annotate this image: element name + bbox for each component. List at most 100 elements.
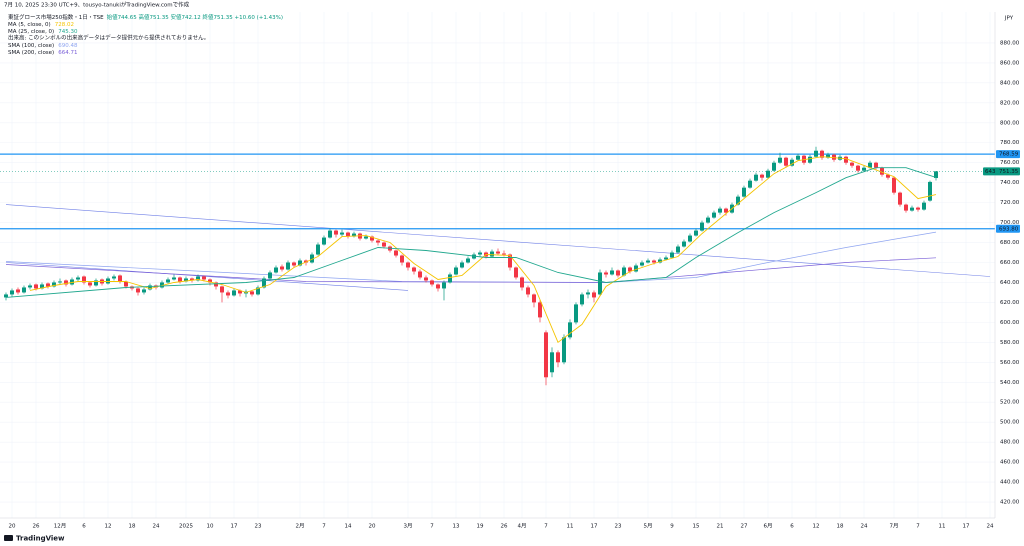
price-axis: [995, 0, 1024, 546]
ma-line: [5, 167, 937, 298]
candle-body: [208, 279, 212, 283]
legend-value: 690.48: [58, 43, 78, 49]
candle-body: [766, 170, 770, 178]
candle-body: [490, 251, 494, 257]
candle-body: [526, 287, 530, 295]
candle-body: [742, 187, 746, 197]
candle-body: [274, 267, 278, 273]
candle-body: [862, 167, 866, 171]
candle-body: [442, 282, 446, 289]
legend-entry: MA (25, close, 0) 745.30: [8, 29, 78, 35]
candle-body: [910, 207, 914, 211]
candle-body: [400, 255, 404, 263]
x-tick-label: 12: [813, 524, 820, 530]
candle-body: [868, 162, 872, 168]
x-tick-label: 11: [567, 524, 574, 530]
candle-body: [508, 254, 512, 268]
y-tick-label: 800.00: [1000, 120, 1020, 126]
candle-body: [874, 162, 878, 168]
x-tick-label: 18: [837, 524, 844, 530]
candle-body: [262, 278, 266, 288]
logo-text: TradingView: [16, 535, 65, 543]
candle-body: [904, 204, 908, 211]
price-line-label: 693.80: [999, 226, 1019, 232]
x-tick-label: 5月: [644, 523, 653, 530]
candle-body: [412, 267, 416, 272]
candle-body: [46, 283, 50, 287]
candle-body: [640, 262, 644, 266]
x-tick-label: 6: [790, 524, 794, 530]
candle-body: [628, 267, 632, 272]
candle-body: [160, 282, 164, 288]
candle-body: [238, 290, 242, 294]
candle-body: [688, 235, 692, 242]
x-tick-label: 14: [345, 524, 352, 530]
candle-body: [418, 271, 422, 278]
candle-body: [190, 278, 194, 281]
candle-body: [712, 212, 716, 218]
x-tick-label: 15: [693, 524, 700, 530]
candle-body: [286, 262, 290, 270]
x-tick-label: 6月: [764, 523, 773, 530]
candle-body: [622, 267, 626, 276]
candle-body: [718, 208, 722, 213]
candle-body: [352, 233, 356, 237]
candle-body: [166, 279, 170, 283]
last-price-tag: [983, 167, 1020, 176]
x-tick-label: 6: [82, 524, 86, 530]
candle-body: [922, 202, 926, 210]
candle-body: [226, 292, 230, 296]
x-tick-label: 17: [963, 524, 970, 530]
x-tick-label: 12: [105, 524, 112, 530]
price-line-tag: [996, 224, 1020, 233]
y-tick-label: 480.00: [1000, 440, 1020, 446]
candle-body: [934, 171, 938, 179]
logo-icon: [4, 535, 13, 541]
x-tick-label: 24: [153, 524, 160, 530]
symbol: 東証グロース市場250指数・1日・TSE: [8, 13, 104, 21]
candle-body: [760, 174, 764, 178]
candle-body: [148, 285, 152, 290]
candle-body: [316, 244, 320, 255]
candle-body: [772, 162, 776, 171]
credit: 7月 10, 2025 23:30 UTC+9、tousyo-tanukiがTr…: [4, 1, 190, 9]
candle-body: [928, 181, 932, 201]
price-line-tag: [996, 150, 1020, 159]
candle-body: [802, 155, 806, 163]
x-tick-label: 17: [231, 524, 238, 530]
y-tick-label: 700.00: [1000, 220, 1020, 226]
candle-body: [364, 236, 368, 239]
x-tick-label: 13: [453, 524, 460, 530]
candle-body: [850, 162, 854, 166]
x-tick-label: 20: [369, 524, 376, 530]
candle-body: [430, 280, 434, 285]
y-tick-label: 720.00: [1000, 200, 1020, 206]
candle-body: [28, 285, 32, 288]
candle-body: [736, 196, 740, 205]
candle-body: [844, 156, 848, 163]
x-tick-label: 2月: [296, 523, 305, 530]
candle-body: [10, 290, 14, 295]
candle-body: [4, 294, 8, 298]
candle-body: [268, 272, 272, 279]
y-tick-label: 440.00: [1000, 480, 1020, 486]
candle-body: [664, 257, 668, 260]
candle-body: [22, 287, 26, 293]
x-tick-label: 26: [501, 524, 508, 530]
candle-body: [124, 281, 128, 287]
candle-body: [658, 259, 662, 263]
x-tick-label: 2025: [179, 524, 193, 530]
x-tick-label: 24: [861, 524, 868, 530]
candle-body: [94, 280, 98, 286]
trendline: [5, 262, 409, 291]
candle-body: [142, 289, 146, 293]
candle-body: [64, 280, 68, 285]
candle-body: [178, 277, 182, 282]
x-tick-label: 7: [916, 524, 920, 530]
x-tick-label: 26: [33, 524, 40, 530]
candle-body: [436, 284, 440, 289]
candle-body: [106, 278, 110, 284]
candle-body: [34, 284, 38, 289]
candle-body: [676, 246, 680, 253]
y-tick-label: 880.00: [1000, 40, 1020, 46]
